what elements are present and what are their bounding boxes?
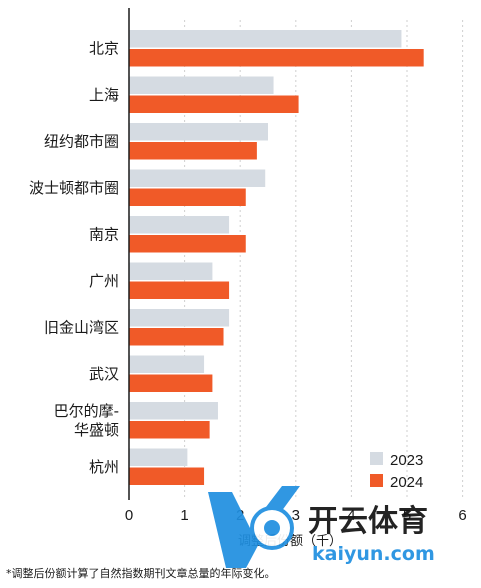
legend: 2023 2024	[370, 452, 423, 491]
watermark-url: kaiyun.com	[312, 543, 435, 565]
category-label-6: 旧金山湾区	[44, 318, 119, 336]
category-label-1: 上海	[89, 86, 119, 104]
category-label-5: 广州	[89, 272, 119, 290]
x-tick-6: 6	[458, 507, 466, 524]
legend-label-2023: 2023	[390, 452, 423, 469]
category-label-8-line-0: 巴尔的摩-	[54, 402, 119, 420]
category-label-2: 纽约都市圈	[44, 132, 119, 150]
legend-swatch-2024	[370, 474, 383, 487]
legend-label-2024: 2024	[390, 474, 423, 491]
x-tick-1: 1	[180, 507, 188, 524]
bar-2023-2	[129, 123, 268, 141]
bar-2023-5	[129, 262, 213, 280]
bar-2024-8	[129, 421, 210, 439]
bar-2024-9	[129, 467, 205, 485]
x-tick-0: 0	[125, 507, 133, 524]
bar-2024-7	[129, 374, 213, 392]
bar-2023-8	[129, 402, 218, 420]
category-label-7: 武汉	[89, 365, 119, 383]
bar-2024-5	[129, 281, 230, 299]
x-tick-4: 4	[347, 507, 355, 524]
bar-2023-0	[129, 30, 402, 48]
bar-2024-0	[129, 49, 424, 67]
bar-2024-6	[129, 328, 224, 346]
category-label-4: 南京	[89, 225, 119, 243]
bar-2024-2	[129, 142, 257, 160]
bar-2023-1	[129, 76, 274, 94]
category-label-9: 杭州	[89, 458, 119, 476]
bar-2023-6	[129, 309, 230, 327]
bar-2024-4	[129, 235, 246, 253]
legend-swatch-2023	[370, 452, 383, 465]
x-tick-3: 3	[292, 507, 300, 524]
watermark: 开云体育 kaiyun.com	[208, 486, 435, 568]
bar-2023-4	[129, 216, 230, 234]
bars	[129, 30, 424, 485]
bar-2024-3	[129, 188, 246, 206]
category-label-8-line-1: 华盛顿	[74, 421, 119, 439]
bar-2023-7	[129, 355, 205, 373]
watermark-brand: 开云体育	[308, 504, 428, 539]
bar-2024-1	[129, 95, 299, 113]
category-label-3: 波士顿都市圈	[29, 179, 119, 197]
bar-2023-9	[129, 448, 188, 466]
bar-2023-3	[129, 169, 266, 187]
footnote: *调整后份额计算了自然指数期刊文章总量的年际变化。	[6, 566, 276, 580]
category-label-0: 北京	[89, 39, 119, 57]
x-tick-5: 5	[403, 507, 411, 524]
